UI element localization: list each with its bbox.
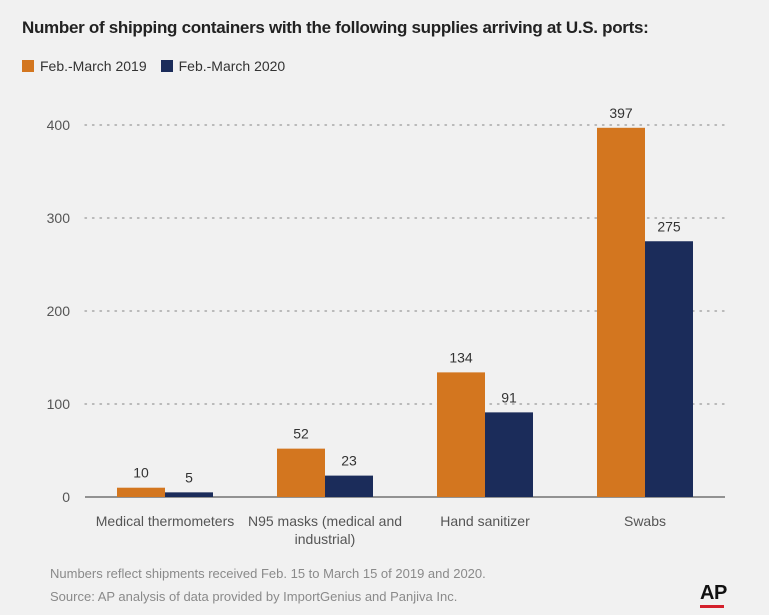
y-tick-label: 0 xyxy=(62,489,70,505)
data-label: 23 xyxy=(341,453,357,469)
ap-logo: AP xyxy=(700,582,727,604)
bar-2020 xyxy=(485,412,533,497)
data-label: 91 xyxy=(501,389,517,405)
bar-2020 xyxy=(645,241,693,497)
x-tick-label: Swabs xyxy=(624,513,666,529)
bar-2019 xyxy=(277,448,325,497)
data-label: 10 xyxy=(133,465,149,481)
data-label: 52 xyxy=(293,426,309,442)
data-label: 5 xyxy=(185,469,193,485)
chart-title: Number of shipping containers with the f… xyxy=(22,18,649,37)
legend-label-2020: Feb.-March 2020 xyxy=(178,58,286,74)
y-tick-label: 400 xyxy=(47,117,71,133)
y-tick-label: 300 xyxy=(47,210,71,226)
bar-2019 xyxy=(597,127,645,497)
data-label: 275 xyxy=(657,218,681,234)
x-tick-label: Hand sanitizer xyxy=(440,513,530,529)
x-tick-label: Medical thermometers xyxy=(96,513,235,529)
ap-logo-underline xyxy=(700,605,724,608)
footnote: Numbers reflect shipments received Feb. … xyxy=(50,566,486,581)
bar-2019 xyxy=(117,487,165,497)
bar-2020 xyxy=(325,475,373,497)
source-note: Source: AP analysis of data provided by … xyxy=(50,589,458,604)
bar-chart: 0 100 200 300 400 10 5 Medical thermometers 52 23… xyxy=(47,105,726,547)
y-tick-label: 100 xyxy=(47,396,71,412)
legend-swatch-2019 xyxy=(22,60,34,72)
y-tick-label: 200 xyxy=(47,303,71,319)
legend-swatch-2020 xyxy=(160,60,173,72)
data-label: 134 xyxy=(449,349,473,365)
x-tick-label: N95 masks (medical and industrial) xyxy=(248,513,402,547)
legend: Feb.-March 2019 Feb.-March 2020 xyxy=(22,58,285,74)
bar-2019 xyxy=(437,372,485,497)
legend-label-2019: Feb.-March 2019 xyxy=(40,58,147,74)
data-label: 397 xyxy=(609,105,633,121)
legend-item-2019: Feb.-March 2019 xyxy=(22,58,147,74)
legend-item-2020: Feb.-March 2020 xyxy=(160,58,286,74)
bar-2020 xyxy=(165,492,213,497)
